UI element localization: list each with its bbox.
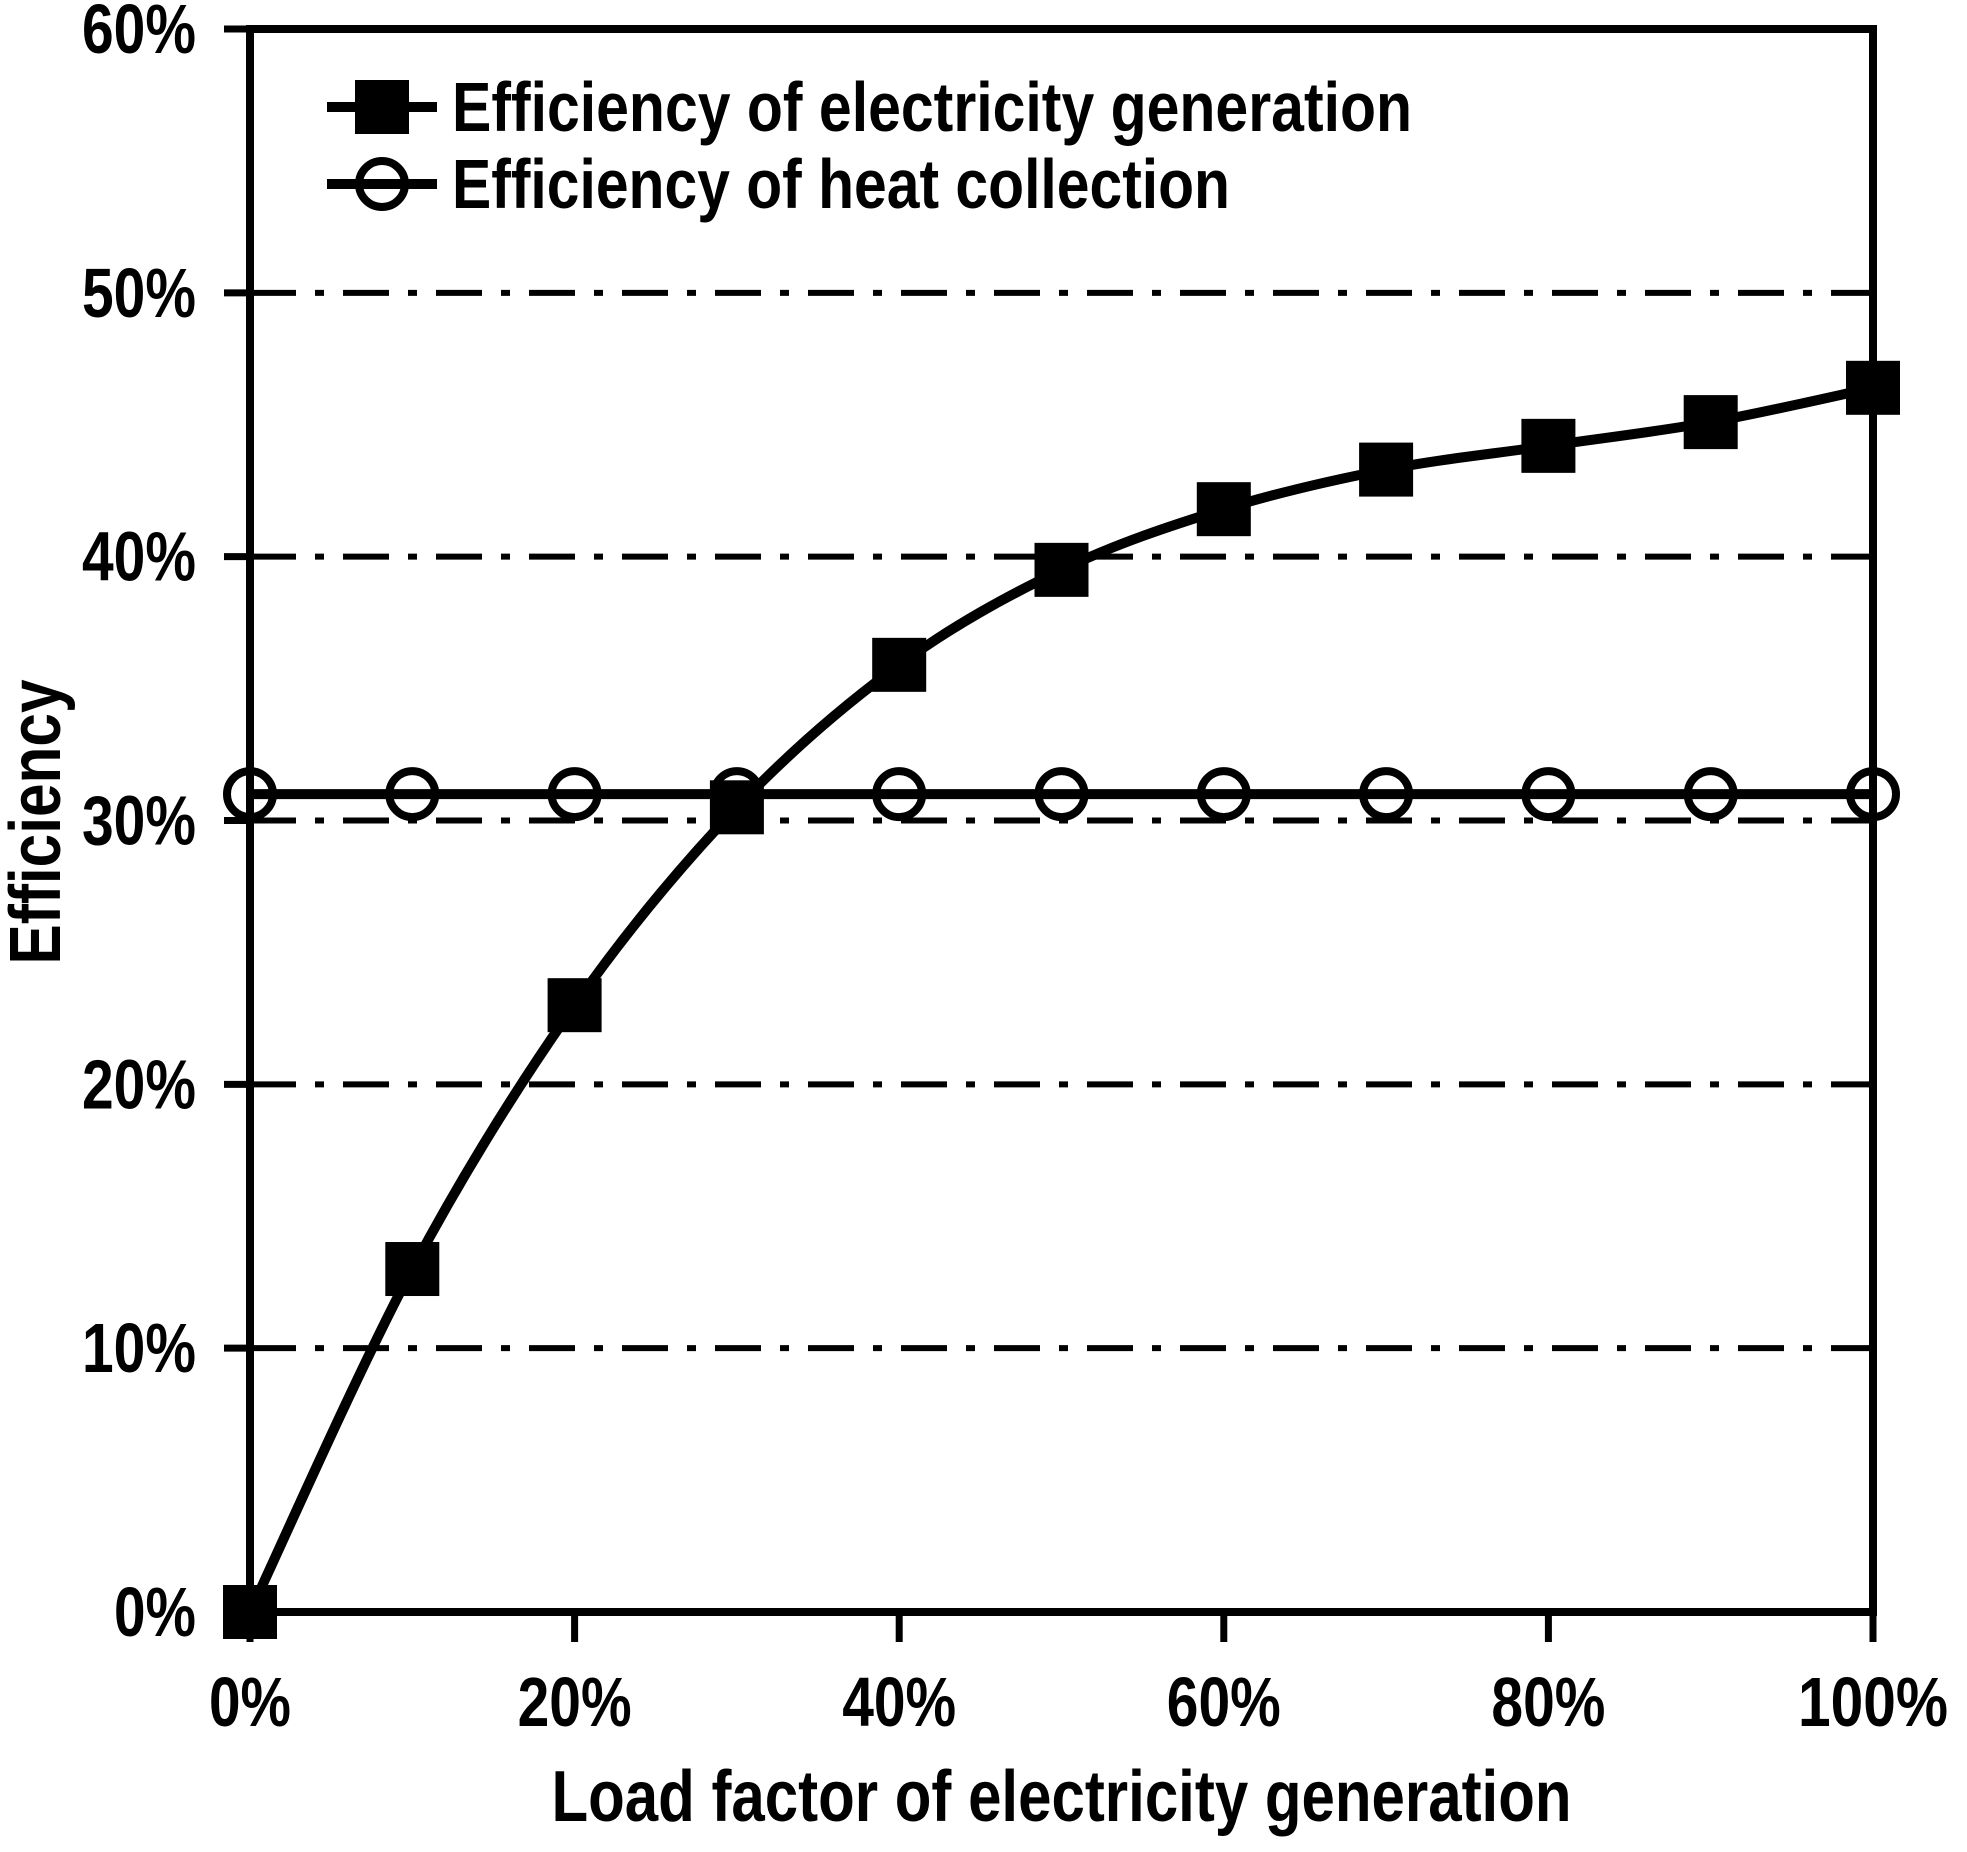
electricity-generation-marker	[385, 1242, 440, 1297]
y-tick-label: 20%	[82, 1045, 196, 1123]
electricity-generation-marker	[1196, 482, 1251, 537]
electricity-generation-marker	[1359, 442, 1414, 497]
electricity-generation-marker	[547, 978, 602, 1033]
y-tick-label: 10%	[82, 1309, 196, 1387]
heat-collection-marker	[223, 767, 277, 822]
electricity-generation-marker	[1683, 395, 1738, 450]
electricity-generation-marker	[1846, 360, 1900, 415]
electricity-generation-marker	[1034, 542, 1089, 597]
x-tick-label: 0%	[209, 1663, 291, 1741]
heat-collection-marker	[385, 767, 440, 822]
heat-collection-marker	[872, 767, 927, 822]
y-tick-label: 0%	[114, 1573, 196, 1651]
legend-label: Efficiency of electricity generation	[452, 68, 1412, 146]
y-tick-label: 30%	[82, 782, 196, 860]
heat-collection-marker	[1683, 767, 1738, 822]
legend-label: Efficiency of heat collection	[452, 145, 1230, 223]
x-tick-label: 60%	[1167, 1663, 1281, 1741]
electricity-generation-marker	[709, 780, 764, 835]
electricity-generation-marker	[872, 637, 927, 692]
x-tick-label: 80%	[1491, 1663, 1605, 1741]
y-axis-title: Efficiency	[0, 680, 76, 965]
y-tick-label: 60%	[82, 0, 196, 68]
heat-collection-marker	[1034, 767, 1089, 822]
y-tick-label: 40%	[82, 518, 196, 596]
heat-collection-marker	[1846, 767, 1900, 822]
electricity-generation-marker	[1521, 418, 1576, 473]
electricity-generation-marker	[223, 1585, 277, 1639]
legend-filled-square-marker	[355, 80, 409, 134]
x-axis-title: Load factor of electricity generation	[552, 1757, 1572, 1837]
x-tick-label: 100%	[1798, 1663, 1948, 1741]
y-tick-label: 50%	[82, 254, 196, 332]
heat-collection-marker	[547, 767, 602, 822]
heat-collection-marker	[1196, 767, 1251, 822]
heat-collection-marker	[1359, 767, 1414, 822]
heat-collection-marker	[1521, 767, 1576, 822]
x-tick-label: 40%	[842, 1663, 956, 1741]
legend-open-circle-marker	[355, 157, 409, 211]
x-tick-label: 20%	[518, 1663, 632, 1741]
